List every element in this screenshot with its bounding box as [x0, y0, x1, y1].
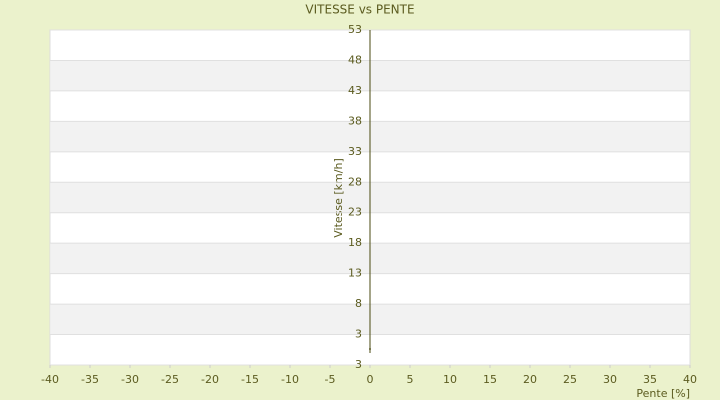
x-tick-label: -15	[241, 373, 259, 386]
x-tick-label: 0	[367, 373, 374, 386]
y-tick-label: 28	[348, 175, 362, 188]
x-tick-label: -35	[81, 373, 99, 386]
y-tick-label: 23	[348, 206, 362, 219]
chart-title: VITESSE vs PENTE	[305, 3, 414, 17]
y-axis-label: Vitesse [km/h]	[332, 158, 345, 238]
x-tick-label: 25	[563, 373, 577, 386]
x-tick-label: -5	[325, 373, 336, 386]
x-tick-label: 40	[683, 373, 697, 386]
x-tick-label: -20	[201, 373, 219, 386]
y-tick-label: 53	[348, 23, 362, 36]
x-tick-label: -30	[121, 373, 139, 386]
y-tick-label: 33	[348, 145, 362, 158]
y-tick-label: 3	[355, 358, 362, 371]
y-tick-label: 8	[355, 297, 362, 310]
x-axis-label: Pente [%]	[636, 387, 690, 400]
x-tick-label: -40	[41, 373, 59, 386]
y-tick-label: 43	[348, 84, 362, 97]
x-tick-label: 20	[523, 373, 537, 386]
x-tick-label: -10	[281, 373, 299, 386]
x-tick-label: 35	[643, 373, 657, 386]
y-tick-label: 18	[348, 236, 362, 249]
x-tick-label: -25	[161, 373, 179, 386]
y-tick-label: 13	[348, 267, 362, 280]
x-tick-label: 30	[603, 373, 617, 386]
x-tick-label: 5	[407, 373, 414, 386]
y-tick-label: 3	[355, 328, 362, 341]
x-tick-label: 10	[443, 373, 457, 386]
x-tick-label: 15	[483, 373, 497, 386]
y-tick-label: 48	[348, 53, 362, 66]
y-tick-label: 38	[348, 114, 362, 127]
